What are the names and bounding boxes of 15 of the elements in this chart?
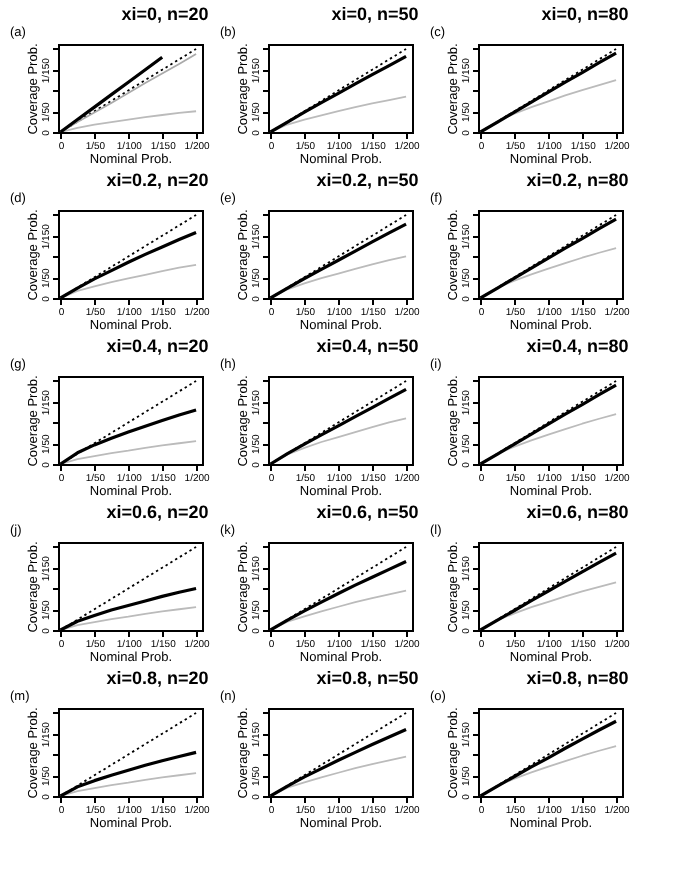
chart-title: xi=0.6, n=20 <box>106 502 209 522</box>
chart-title: xi=0.2, n=50 <box>316 170 419 190</box>
chart-title: xi=0.4, n=50 <box>316 336 419 356</box>
chart-title: xi=0.2, n=20 <box>106 170 209 190</box>
chart-title: xi=0, n=20 <box>121 4 209 24</box>
chart-title: xi=0.8, n=20 <box>106 668 209 688</box>
chart-title: xi=0.6, n=80 <box>526 502 629 522</box>
chart-title: xi=0, n=80 <box>541 4 629 24</box>
chart-title: xi=0.4, n=20 <box>106 336 209 356</box>
chart-title: xi=0, n=50 <box>331 4 419 24</box>
chart-title: xi=0.2, n=80 <box>526 170 629 190</box>
chart-title: xi=0.8, n=50 <box>316 668 419 688</box>
chart-title: xi=0.8, n=80 <box>526 668 629 688</box>
chart-title: xi=0.6, n=50 <box>316 502 419 522</box>
chart-title: xi=0.4, n=80 <box>526 336 629 356</box>
